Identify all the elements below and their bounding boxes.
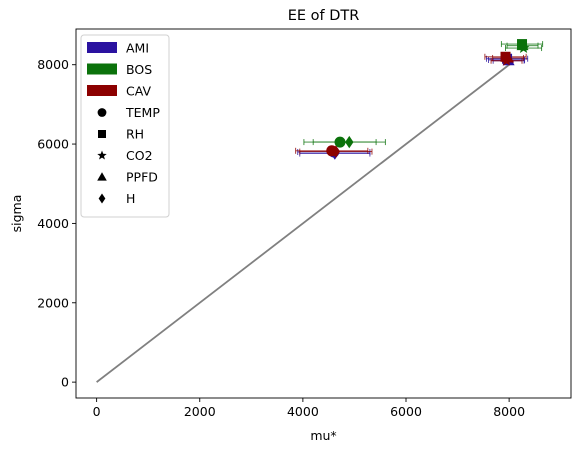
legend-label-h: H bbox=[126, 191, 135, 206]
legend-label-co2: CO2 bbox=[126, 148, 153, 163]
x-tick-label: 2000 bbox=[184, 404, 216, 419]
x-tick-label: 0 bbox=[93, 404, 101, 419]
chart-title: EE of DTR bbox=[288, 8, 360, 24]
legend-swatch-bos bbox=[87, 63, 117, 75]
legend-swatch-ami bbox=[87, 42, 117, 53]
y-tick-label: 2000 bbox=[37, 295, 69, 310]
y-axis-label: sigma bbox=[9, 195, 24, 233]
x-axis-label: mu* bbox=[310, 428, 336, 443]
point-bos-ppfd bbox=[516, 39, 529, 51]
x-tick-label: 8000 bbox=[493, 404, 525, 419]
legend-swatch-cav bbox=[87, 85, 117, 96]
legend-label-ppfd: PPFD bbox=[126, 170, 158, 185]
legend-marker-h bbox=[98, 193, 106, 204]
legend: AMI BOS CAV TEMP RH CO2 PPFD H bbox=[80, 34, 170, 218]
y-tick-label: 0 bbox=[61, 375, 69, 390]
legend-marker-temp bbox=[97, 108, 107, 117]
y-tick-label: 4000 bbox=[37, 216, 69, 231]
y-tick-label: 6000 bbox=[37, 137, 69, 152]
legend-label-rh: RH bbox=[126, 127, 144, 142]
legend-label-temp: TEMP bbox=[125, 105, 160, 120]
plot-area: 0 2000 4000 6000 8000 0 2000 4000 6000 8000 bbox=[37, 28, 572, 419]
legend-box bbox=[80, 34, 170, 218]
legend-label-bos: BOS bbox=[126, 62, 152, 77]
legend-marker-ppfd bbox=[97, 172, 107, 181]
legend-label-ami: AMI bbox=[126, 41, 149, 56]
legend-label-cav: CAV bbox=[126, 84, 151, 99]
point-cav-ppfd bbox=[502, 51, 515, 63]
x-tick-label: 6000 bbox=[390, 404, 422, 419]
y-tick-label: 8000 bbox=[37, 57, 69, 72]
point-bos-temp bbox=[334, 136, 346, 148]
legend-marker-rh bbox=[98, 130, 106, 138]
legend-marker-co2 bbox=[97, 150, 107, 160]
diagonal-reference-line bbox=[96, 63, 510, 383]
x-tick-label: 4000 bbox=[287, 404, 319, 419]
axes-frame bbox=[75, 28, 572, 399]
point-cav-h bbox=[331, 145, 341, 158]
point-bos-h bbox=[345, 135, 354, 149]
